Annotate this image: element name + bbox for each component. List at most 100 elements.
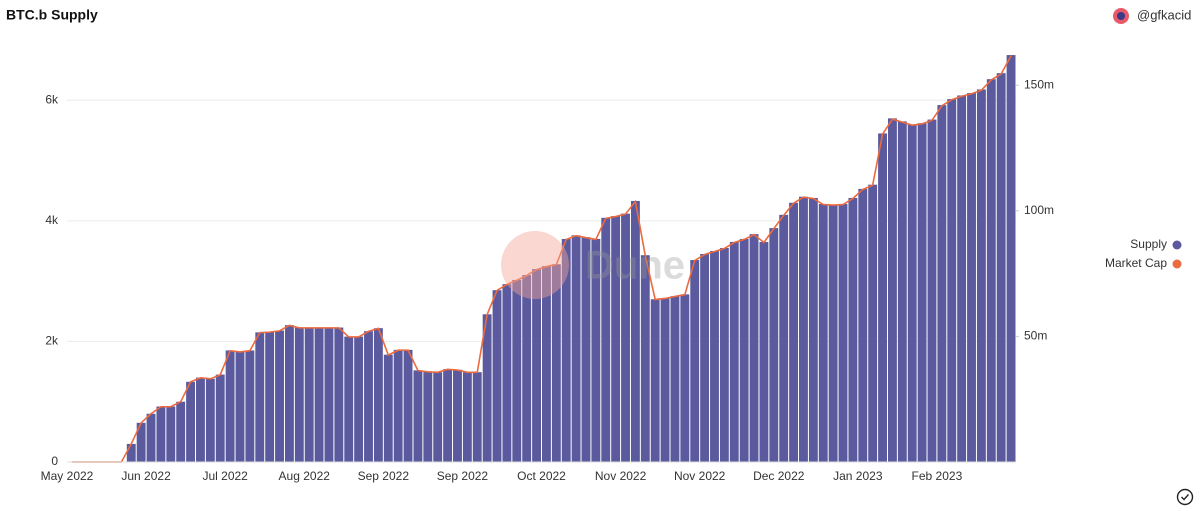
- bar: [967, 93, 976, 463]
- bar: [225, 350, 235, 462]
- y-tick-label: 2k: [45, 334, 59, 348]
- bar: [700, 254, 710, 462]
- bar: [502, 284, 512, 462]
- bar: [848, 197, 858, 462]
- bar: [522, 275, 532, 462]
- bar: [393, 349, 403, 462]
- bar: [858, 188, 868, 463]
- bar: [314, 327, 324, 462]
- bar: [304, 327, 314, 462]
- bar: [769, 228, 779, 462]
- bar: [354, 336, 364, 462]
- bar: [532, 269, 541, 462]
- bar: [868, 184, 878, 462]
- bar: [828, 204, 838, 462]
- watermark: Dune: [585, 244, 685, 288]
- y2-tick-label: 100m: [1024, 203, 1054, 217]
- author[interactable]: @gfkacid: [1137, 7, 1191, 22]
- bar: [789, 202, 799, 462]
- bar: [571, 235, 581, 462]
- bar: [383, 354, 393, 462]
- bar: [196, 377, 205, 462]
- bar: [215, 374, 225, 462]
- bar: [818, 203, 828, 462]
- bar: [126, 443, 136, 462]
- bar: [433, 372, 443, 462]
- check-icon[interactable]: [1176, 488, 1194, 506]
- bar: [947, 99, 957, 462]
- bar: [324, 327, 334, 462]
- bar: [799, 196, 808, 462]
- bar: [265, 331, 275, 462]
- x-tick-label: Sep 2022: [437, 469, 489, 483]
- y-tick-label: 4k: [45, 213, 59, 227]
- bar: [779, 214, 789, 462]
- bar: [166, 406, 176, 462]
- y2-tick-label: 50m: [1024, 329, 1047, 343]
- bar: [275, 330, 284, 462]
- bar: [907, 124, 917, 463]
- bar: [680, 294, 690, 462]
- bar: [492, 290, 502, 462]
- x-tick-label: May 2022: [41, 469, 94, 483]
- bar: [294, 327, 304, 462]
- watermark-logo: [501, 231, 569, 299]
- bar: [453, 369, 462, 462]
- bar: [601, 217, 611, 462]
- x-tick-label: Jun 2022: [121, 469, 171, 483]
- bar: [235, 351, 245, 462]
- x-tick-label: Feb 2023: [912, 469, 963, 483]
- bar: [443, 369, 453, 462]
- bar: [660, 298, 670, 462]
- bar: [621, 213, 630, 462]
- bar: [334, 327, 344, 462]
- bar: [739, 238, 749, 462]
- x-tick-label: Dec 2022: [753, 469, 805, 483]
- avatar-inner: [1117, 12, 1125, 20]
- bar: [710, 251, 719, 462]
- bar: [986, 79, 996, 462]
- bar: [808, 197, 818, 462]
- bar: [976, 89, 986, 462]
- bar: [176, 401, 186, 462]
- bar: [759, 241, 769, 462]
- bar: [245, 350, 255, 462]
- bar: [581, 237, 591, 462]
- y-tick-label: 0: [51, 454, 58, 468]
- bar: [551, 264, 561, 462]
- bar: [670, 296, 680, 462]
- bar: [344, 336, 354, 462]
- bar: [937, 105, 947, 462]
- bar: [284, 325, 294, 462]
- y-tick-label: 6k: [45, 92, 59, 106]
- x-tick-label: Oct 2022: [517, 469, 566, 483]
- bar: [650, 299, 660, 462]
- bar: [512, 279, 522, 462]
- bar: [611, 216, 621, 462]
- bar: [1006, 55, 1016, 462]
- bar: [364, 331, 373, 462]
- legend-marker: [1172, 240, 1182, 250]
- bar: [413, 370, 423, 462]
- bar: [729, 241, 739, 462]
- bar: [423, 371, 433, 462]
- bar: [561, 238, 571, 462]
- bar: [957, 95, 967, 462]
- bar: [482, 314, 492, 462]
- bar: [690, 260, 700, 462]
- bar: [749, 234, 759, 462]
- x-tick-label: Jan 2023: [833, 469, 883, 483]
- line: [71, 55, 1012, 463]
- bar: [838, 203, 848, 462]
- bar: [156, 406, 166, 462]
- bar: [591, 238, 601, 462]
- bar: [186, 381, 196, 462]
- bar: [927, 119, 937, 462]
- x-tick-label: Jul 2022: [202, 469, 248, 483]
- x-tick-label: Nov 2022: [674, 469, 726, 483]
- y2-tick-label: 150m: [1024, 77, 1054, 91]
- legend-label: Supply: [1130, 237, 1167, 251]
- bar: [472, 372, 482, 462]
- bar: [373, 328, 383, 462]
